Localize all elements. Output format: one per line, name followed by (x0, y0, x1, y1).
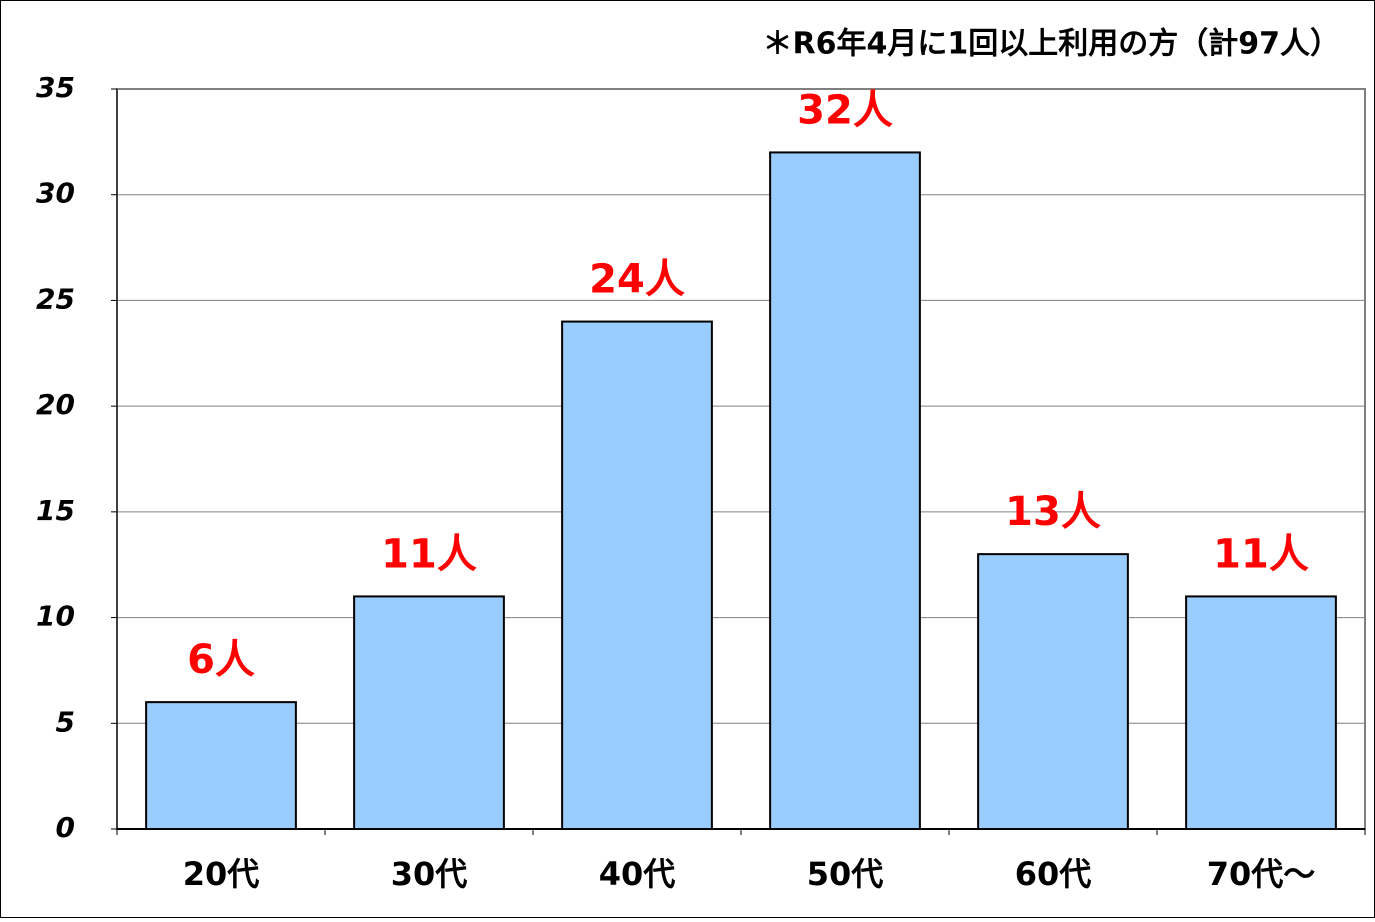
y-tick-label: 30 (36, 177, 75, 210)
x-tick-label: 30代 (391, 855, 468, 893)
y-tick-label: 25 (36, 282, 75, 315)
x-tick-label: 60代 (1015, 855, 1092, 893)
y-tick-label: 15 (36, 494, 75, 527)
x-tick-label: 70代～ (1207, 855, 1316, 893)
value-label: 32人 (797, 87, 893, 133)
bar (977, 553, 1129, 831)
y-tick-label: 0 (56, 811, 75, 844)
bar (769, 151, 921, 830)
value-label: 11人 (1213, 531, 1309, 577)
y-tick-label: 20 (36, 388, 75, 421)
plot-area (116, 88, 1366, 830)
x-tick-label: 20代 (183, 855, 260, 893)
y-tick-label: 35 (36, 71, 75, 104)
value-label: 6人 (187, 637, 255, 683)
bar (353, 595, 505, 831)
value-label: 11人 (381, 531, 477, 577)
bar (145, 701, 297, 831)
bar (561, 320, 713, 830)
bar (1185, 595, 1337, 831)
x-tick-label: 50代 (807, 855, 884, 893)
y-tick-label: 5 (56, 705, 75, 738)
y-tick-label: 10 (36, 600, 75, 633)
value-label: 24人 (589, 257, 685, 303)
chart-title: ＊R6年4月に1回以上利用の方（計97人） (763, 27, 1340, 62)
value-label: 13人 (1005, 489, 1101, 535)
x-tick-label: 40代 (599, 855, 676, 893)
